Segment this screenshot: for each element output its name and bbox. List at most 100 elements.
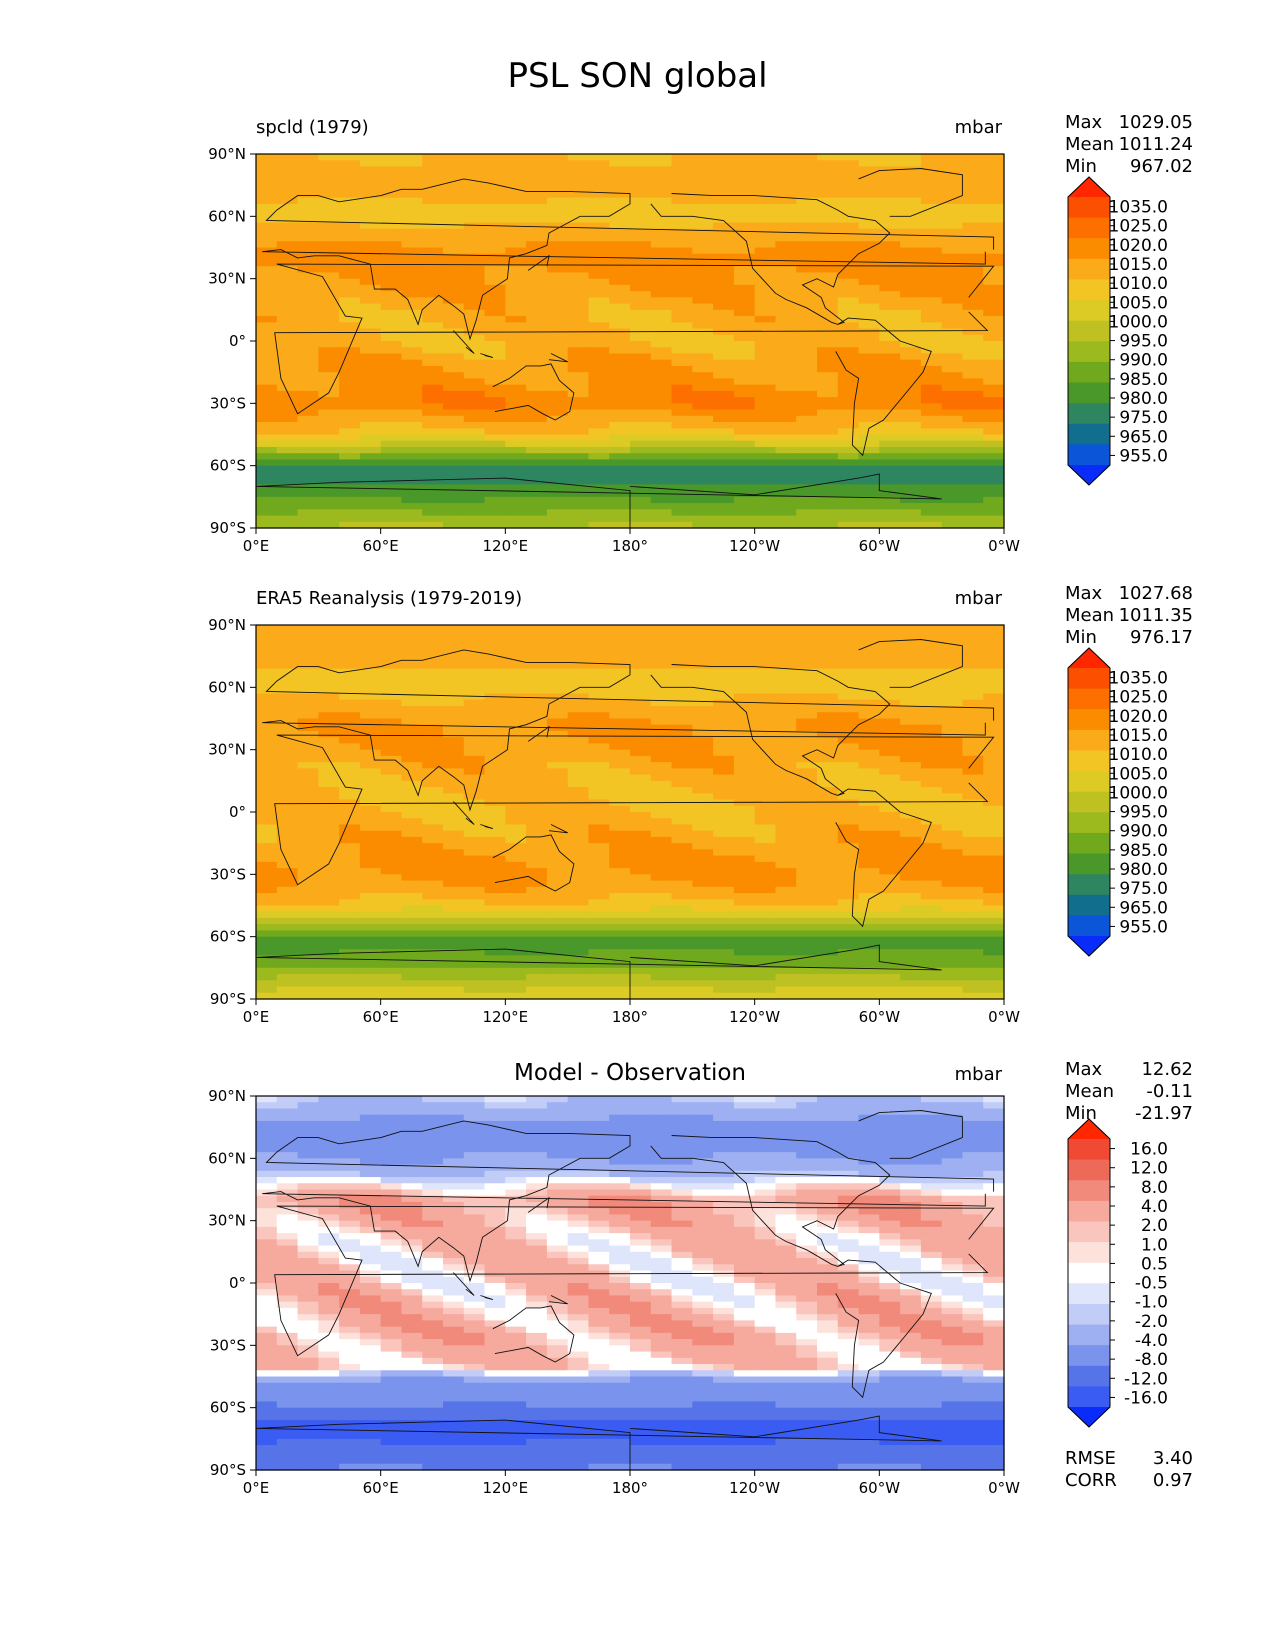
field-cell: [692, 855, 714, 863]
field-cell: [318, 812, 340, 819]
field-cell: [505, 503, 527, 510]
field-cell: [318, 637, 340, 645]
field-cell: [422, 805, 444, 813]
field-cell: [463, 521, 486, 529]
field-cell: [443, 322, 465, 330]
field-cell: [276, 316, 299, 323]
field-cell: [817, 478, 839, 485]
colorbar-segment: [1068, 688, 1110, 710]
field-cell: [775, 967, 797, 975]
field-cell: [546, 793, 569, 801]
field-cell: [796, 259, 818, 267]
field-cell: [297, 166, 319, 174]
colorbar-segment: [1068, 300, 1110, 322]
field-cell: [796, 465, 818, 473]
field-cell: [401, 780, 423, 788]
field-cell: [359, 880, 382, 888]
field-cell: [650, 625, 673, 632]
field-cell: [588, 297, 610, 305]
field-cell: [567, 1170, 590, 1178]
field-cell: [962, 503, 984, 510]
colorbar-label: 1005.0: [1109, 293, 1168, 313]
field-cell: [276, 1139, 299, 1147]
field-cell: [401, 793, 423, 801]
field-cell: [941, 253, 964, 261]
field-cell: [588, 496, 610, 504]
field-cell: [463, 434, 486, 442]
field-cell: [630, 774, 652, 782]
field-cell: [339, 328, 361, 336]
field-cell: [837, 503, 860, 510]
field-cell: [650, 278, 673, 286]
colorbar-label: 1025.0: [1109, 217, 1168, 237]
field-cell: [297, 259, 319, 267]
field-cell: [526, 521, 548, 529]
field-cell: [256, 637, 278, 645]
field-cell: [401, 724, 423, 732]
field-cell: [754, 378, 777, 386]
field-cell: [526, 185, 548, 192]
field-cell: [318, 247, 340, 255]
field-cell: [630, 253, 652, 261]
field-cell: [962, 681, 984, 688]
field-cell: [671, 384, 693, 392]
field-cell: [443, 712, 465, 720]
field-cell: [775, 1114, 797, 1122]
field-cell: [837, 390, 860, 398]
field-cell: [588, 465, 610, 473]
field-cell: [359, 384, 382, 392]
field-cell: [359, 378, 382, 386]
field-cell: [630, 693, 652, 701]
field-cell: [339, 812, 361, 819]
field-cell: [359, 780, 382, 788]
field-cell: [671, 216, 693, 224]
field-cell: [318, 643, 340, 651]
coastline: [858, 168, 963, 217]
stat-max-label: Max: [1065, 112, 1103, 133]
field-cell: [692, 241, 714, 249]
field-cell: [713, 836, 735, 844]
field-cell: [920, 253, 943, 261]
field-cell: [401, 1158, 423, 1166]
field-cell: [671, 656, 693, 663]
field-cell: [297, 509, 319, 517]
field-cell: [318, 762, 340, 769]
field-cell: [609, 284, 631, 292]
field-cell: [359, 1096, 382, 1103]
field-cell: [796, 693, 818, 701]
field-cell: [484, 459, 506, 467]
field-cell: [318, 490, 340, 498]
field-cell: [962, 793, 984, 801]
field-cell: [796, 203, 818, 211]
field-cell: [817, 812, 839, 819]
field-cell: [609, 1096, 631, 1103]
field-cell: [920, 836, 943, 844]
field-cell: [754, 674, 777, 682]
field-cell: [650, 1145, 673, 1153]
field-cell: [463, 216, 486, 224]
field-cell: [297, 755, 319, 763]
field-cell: [713, 899, 735, 907]
field-cell: [671, 637, 693, 645]
field-cell: [713, 730, 735, 738]
field-cell: [443, 662, 465, 670]
field-cell: [796, 372, 818, 379]
field-cell: [630, 625, 652, 632]
field-cell: [941, 662, 964, 670]
field-cell: [484, 365, 506, 373]
field-cell: [505, 316, 527, 323]
field-cell: [941, 440, 964, 448]
field-cell: [962, 434, 984, 442]
field-cell: [879, 780, 901, 788]
field-cell: [422, 637, 444, 645]
field-cell: [796, 917, 818, 925]
field-cell: [359, 1108, 382, 1116]
stat-min-label: Min: [1065, 627, 1097, 648]
field-cell: [941, 787, 964, 794]
field-cell: [817, 160, 839, 168]
field-cell: [900, 749, 922, 757]
field-cell: [443, 378, 465, 386]
colorbar-segment: [1068, 750, 1110, 772]
field-cell: [422, 712, 444, 720]
field-cell: [401, 235, 423, 242]
